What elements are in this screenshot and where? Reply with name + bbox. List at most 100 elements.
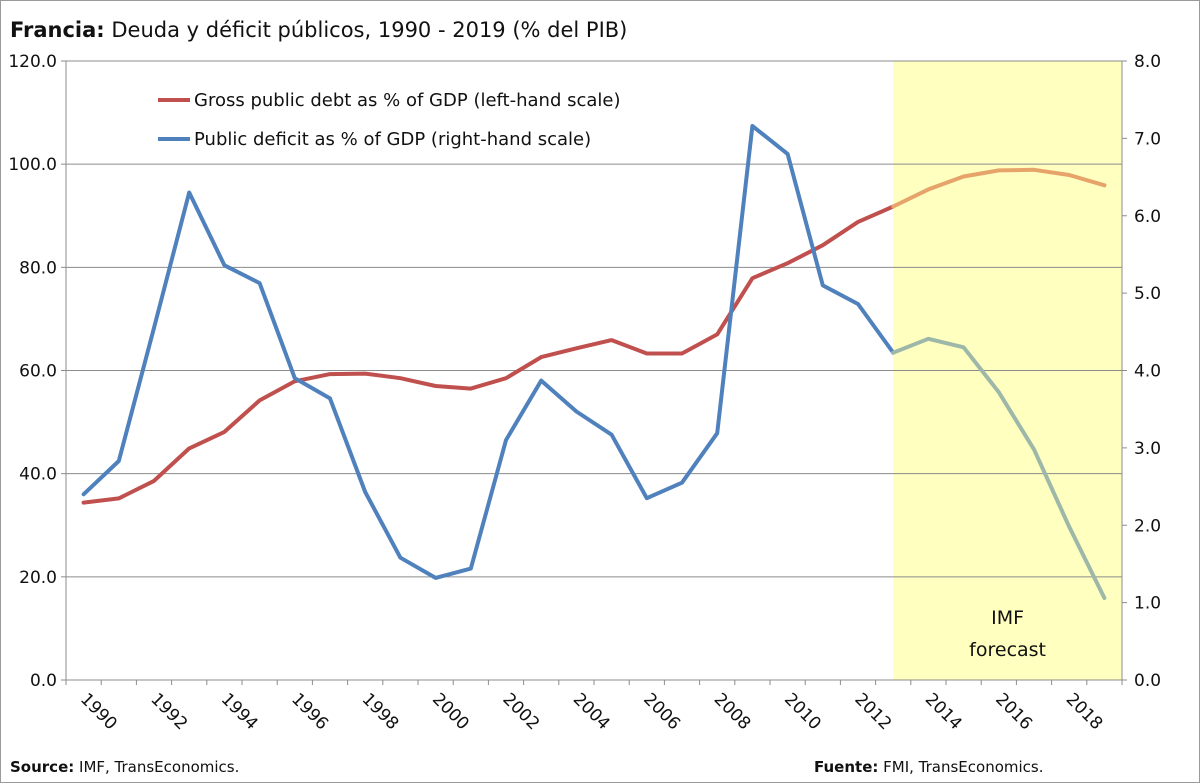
debt-point-2011 bbox=[820, 243, 825, 248]
deficit-point-2017 bbox=[1032, 447, 1037, 452]
debt-point-1998 bbox=[363, 371, 368, 376]
debt-point-1999 bbox=[398, 376, 403, 381]
source-label: Source: bbox=[10, 758, 75, 776]
debt-point-1995 bbox=[257, 398, 262, 403]
x-tick-label-1990: 1990 bbox=[76, 689, 121, 734]
debt-point-1990 bbox=[81, 500, 86, 505]
x-tick-label-2016: 2016 bbox=[991, 689, 1036, 734]
x-tick-label-2012: 2012 bbox=[850, 689, 895, 734]
y-right-tick-label-7: 7.0 bbox=[1134, 129, 1161, 149]
title-country: Francia: bbox=[10, 18, 105, 42]
deficit-point-1991 bbox=[116, 459, 121, 464]
deficit-point-2010 bbox=[785, 151, 790, 156]
debt-point-2005 bbox=[609, 338, 614, 343]
deficit-point-2016 bbox=[996, 390, 1001, 395]
y-right-tick-label-4: 4.0 bbox=[1134, 362, 1161, 382]
debt-point-1994 bbox=[222, 429, 227, 434]
deficit-point-2007 bbox=[680, 480, 685, 485]
debt-point-2019 bbox=[1102, 183, 1107, 188]
debt-point-2014 bbox=[926, 187, 931, 192]
deficit-point-1995 bbox=[257, 281, 262, 286]
x-tick-label-2004: 2004 bbox=[569, 689, 614, 734]
x-tick-label-2014: 2014 bbox=[921, 689, 966, 734]
x-tick-label-2010: 2010 bbox=[780, 689, 825, 734]
x-tick-label-1992: 1992 bbox=[146, 689, 191, 734]
y-right-tick-label-6: 6.0 bbox=[1134, 207, 1161, 227]
forecast-annotation-line1: IMF bbox=[991, 607, 1024, 629]
deficit-series-line bbox=[81, 124, 896, 580]
deficit-point-2006 bbox=[644, 496, 649, 501]
debt-point-1992 bbox=[152, 478, 157, 483]
y-left-tick-label-1: 20.0 bbox=[19, 568, 57, 588]
y-left-tick-label-0: 0.0 bbox=[30, 671, 57, 691]
x-tick-label-2008: 2008 bbox=[710, 689, 755, 734]
deficit-point-1999 bbox=[398, 555, 403, 560]
deficit-point-2013 bbox=[891, 350, 896, 355]
x-tick-label-1996: 1996 bbox=[287, 689, 332, 734]
deficit-point-1998 bbox=[363, 489, 368, 494]
deficit-point-1996 bbox=[292, 376, 297, 381]
debt-point-2010 bbox=[785, 261, 790, 266]
deficit-point-2015 bbox=[961, 345, 966, 350]
deficit-point-2004 bbox=[574, 409, 579, 414]
debt-point-2004 bbox=[574, 346, 579, 351]
debt-point-2002 bbox=[504, 376, 509, 381]
deficit-point-2018 bbox=[1067, 524, 1072, 529]
debt-point-2013 bbox=[891, 204, 896, 209]
y-left-tick-label-3: 60.0 bbox=[19, 362, 57, 382]
deficit-point-1992 bbox=[152, 325, 157, 330]
debt-point-1997 bbox=[328, 372, 333, 377]
fuente-text: FMI, TransEconomics. bbox=[878, 758, 1044, 776]
debt-point-2003 bbox=[539, 355, 544, 360]
y-left-tick-label-5: 100.0 bbox=[8, 155, 57, 175]
y-left-tick-label-2: 40.0 bbox=[19, 465, 57, 485]
x-tick-label-1994: 1994 bbox=[217, 689, 262, 734]
deficit-point-2008 bbox=[715, 431, 720, 436]
deficit-point-1990 bbox=[81, 492, 86, 497]
x-tick-label-2000: 2000 bbox=[428, 689, 473, 734]
debt-point-2017 bbox=[1032, 167, 1037, 172]
debt-point-1991 bbox=[116, 496, 121, 501]
title-text: Deuda y déficit públicos, 1990 - 2019 (%… bbox=[104, 18, 628, 42]
deficit-point-1993 bbox=[187, 190, 192, 195]
debt-point-2006 bbox=[644, 351, 649, 356]
x-tick-label-2006: 2006 bbox=[639, 689, 684, 734]
y-right-tick-label-5: 5.0 bbox=[1134, 284, 1161, 304]
fuente-note: Fuente: FMI, TransEconomics. bbox=[814, 758, 1044, 776]
deficit-point-2009 bbox=[750, 123, 755, 128]
debt-forecast-line bbox=[891, 167, 1107, 209]
debt-point-2015 bbox=[961, 174, 966, 179]
deficit-point-2002 bbox=[504, 438, 509, 443]
debt-point-2000 bbox=[433, 383, 438, 388]
y-left-tick-label-6: 120.0 bbox=[8, 52, 57, 72]
debt-point-2009 bbox=[750, 276, 755, 281]
source-text: IMF, TransEconomics. bbox=[74, 758, 240, 776]
x-tick-label-2018: 2018 bbox=[1062, 689, 1107, 734]
y-right-tick-label-3: 3.0 bbox=[1134, 439, 1161, 459]
y-left-tick-label-4: 80.0 bbox=[19, 258, 57, 278]
debt-point-2007 bbox=[680, 351, 685, 356]
y-right-tick-label-0: 0.0 bbox=[1134, 671, 1161, 691]
y-right-tick-label-2: 2.0 bbox=[1134, 516, 1161, 536]
x-tick-label-1998: 1998 bbox=[358, 689, 403, 734]
chart-title: Francia: Deuda y déficit públicos, 1990 … bbox=[10, 18, 627, 42]
source-note: Source: IMF, TransEconomics. bbox=[10, 758, 239, 776]
deficit-point-1997 bbox=[328, 396, 333, 401]
y-right-tick-label-8: 8.0 bbox=[1134, 52, 1161, 72]
forecast-annotation-line2: forecast bbox=[969, 639, 1046, 661]
fuente-label: Fuente: bbox=[814, 758, 879, 776]
debt-point-2001 bbox=[468, 386, 473, 391]
x-tick-label-2002: 2002 bbox=[498, 689, 543, 734]
deficit-point-2003 bbox=[539, 378, 544, 383]
y-right-tick-label-1: 1.0 bbox=[1134, 594, 1161, 614]
deficit-forecast-line bbox=[891, 336, 1107, 600]
debt-point-2018 bbox=[1067, 172, 1072, 177]
debt-point-2016 bbox=[996, 168, 1001, 173]
deficit-point-2019 bbox=[1102, 595, 1107, 600]
debt-point-2012 bbox=[856, 219, 861, 224]
debt-series-line bbox=[81, 204, 896, 505]
deficit-point-2011 bbox=[820, 283, 825, 288]
deficit-point-1994 bbox=[222, 263, 227, 268]
debt-point-1993 bbox=[187, 446, 192, 451]
